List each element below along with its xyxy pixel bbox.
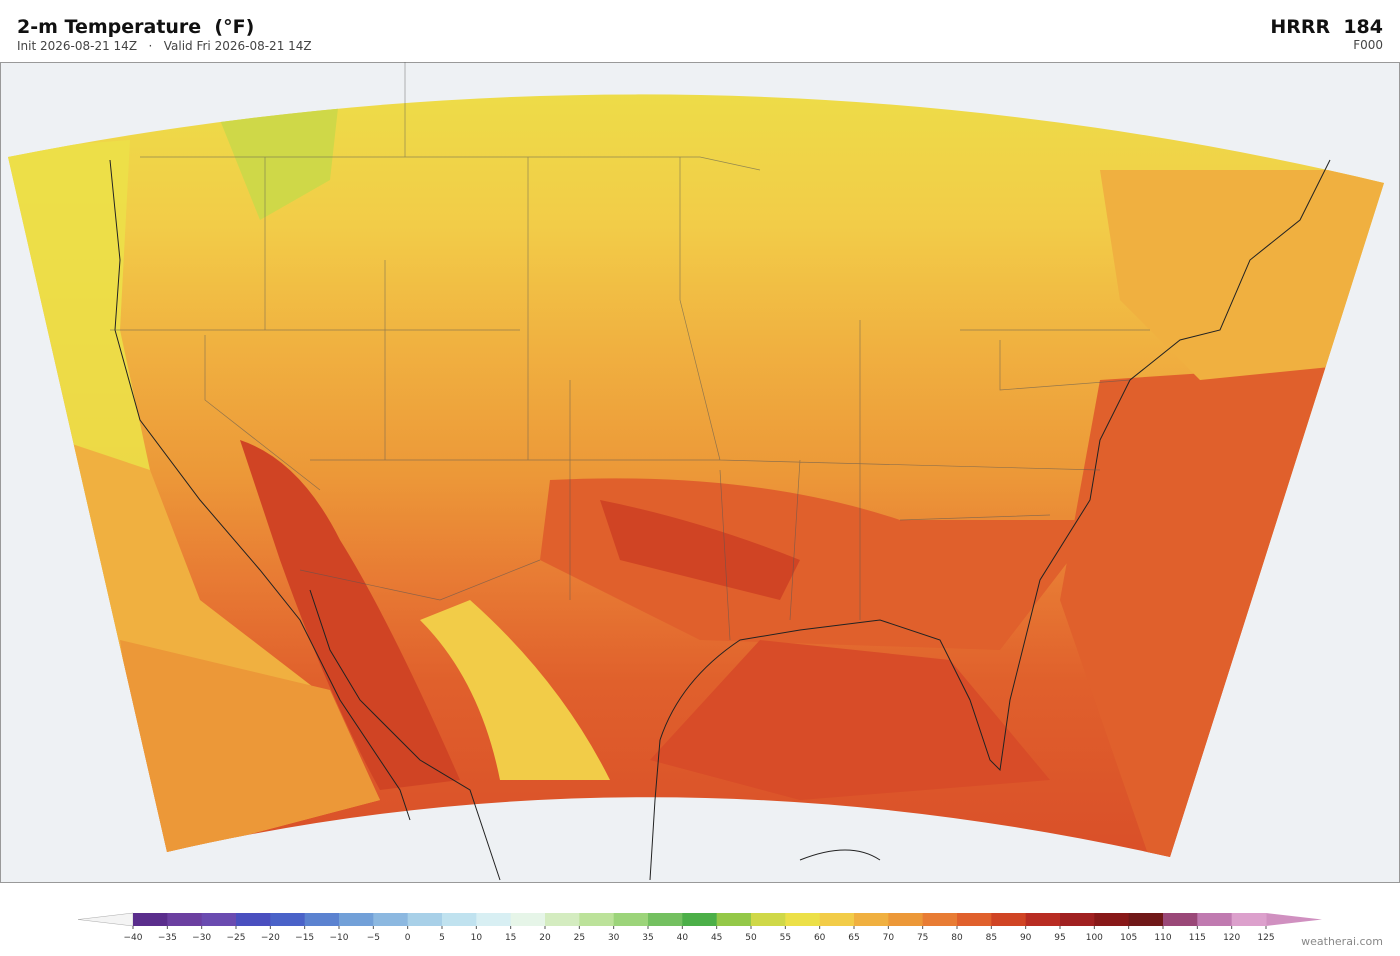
colorbar-tick-label: 0: [405, 933, 411, 943]
colorbar-swatch: [510, 913, 546, 926]
subtitle: Init 2026-08-21 14Z · Valid Fri 2026-08-…: [17, 39, 312, 53]
colorbar-tick-label: 65: [848, 933, 859, 943]
colorbar-swatch: [785, 913, 821, 926]
colorbar-tick-label: −10: [330, 933, 349, 943]
colorbar-tick-label: 85: [986, 933, 997, 943]
temperature-field: [8, 94, 1384, 858]
colorbar-swatch: [201, 913, 237, 926]
colorbar-swatch: [442, 913, 477, 926]
colorbar-swatch: [819, 913, 855, 926]
state-borders: [110, 62, 1150, 641]
colorbar-swatch: [167, 913, 203, 926]
colorbar-tick-label: 40: [677, 933, 689, 943]
colorbar-swatch: [270, 913, 306, 926]
colorbar-tick-label: 10: [471, 933, 483, 943]
colorbar-swatch: [957, 913, 992, 926]
colorbar-tick-label: 35: [642, 933, 653, 943]
colorbar-swatch: [1128, 913, 1164, 926]
colorbar-swatch: [304, 913, 340, 926]
colorbar-swatch: [716, 913, 752, 926]
colorbar-swatch: [133, 913, 168, 926]
colorbar-swatch: [613, 913, 649, 926]
colorbar-swatch: [407, 913, 443, 926]
colorbar-tick-label: −25: [227, 933, 246, 943]
colorbar-tick-label: −35: [158, 933, 177, 943]
colorbar-swatch: [1197, 913, 1233, 926]
colorbar-tick-label: 60: [814, 933, 826, 943]
colorbar-tick-label: 95: [1054, 933, 1065, 943]
colorbar-tick-label: −15: [295, 933, 314, 943]
colorbar-swatch: [751, 913, 786, 926]
colorbar-tick-label: 100: [1086, 933, 1103, 943]
colorbar-swatch: [545, 913, 580, 926]
colorbar-swatch: [991, 913, 1027, 926]
colorbar-tick-label: 50: [745, 933, 757, 943]
colorbar-swatch: [1025, 913, 1061, 926]
colorbar-tick-label: 115: [1189, 933, 1206, 943]
colorbar-swatch: [373, 913, 409, 926]
colorbar-tick-label: 25: [574, 933, 585, 943]
colorbar-tick-label: 105: [1120, 933, 1137, 943]
colorbar-swatch: [648, 913, 683, 926]
colorbar-tick-label: 55: [780, 933, 791, 943]
colorbar-tick-label: 30: [608, 933, 620, 943]
model: HRRR 184: [1270, 16, 1383, 38]
credit: weatherai.com: [1301, 935, 1383, 948]
colorbar-swatch: [1060, 913, 1095, 926]
colorbar-swatch: [1163, 913, 1198, 926]
colorbar-tick-label: −30: [192, 933, 211, 943]
colorbar-tick-label: 70: [883, 933, 895, 943]
colorbar-tick-label: 5: [439, 933, 445, 943]
colorbar-tick-label: −20: [261, 933, 280, 943]
colorbar-swatch: [476, 913, 512, 926]
colorbar-swatch: [854, 913, 889, 926]
colorbar-swatch: [1231, 913, 1267, 926]
colorbar-tick-label: 15: [505, 933, 516, 943]
colorbar-swatch: [922, 913, 958, 926]
colorbar-tick-label: −40: [124, 933, 143, 943]
forecast-hour: F000: [1353, 38, 1383, 52]
colorbar-extend-high: [1266, 913, 1322, 926]
colorbar-tick-label: 75: [917, 933, 928, 943]
colorbar-swatch: [1094, 913, 1130, 926]
title: 2-m Temperature (°F): [17, 16, 255, 38]
colorbar-swatch: [236, 913, 271, 926]
colorbar-tick-label: 45: [711, 933, 722, 943]
colorbar-tick-label: 120: [1223, 933, 1240, 943]
colorbar-tick-label: 110: [1154, 933, 1171, 943]
colorbar-swatch: [339, 913, 374, 926]
colorbar-tick-label: 90: [1020, 933, 1032, 943]
colorbar-extend-low: [77, 912, 134, 927]
colorbar-swatch: [682, 913, 718, 926]
colorbar-swatch: [579, 913, 615, 926]
colorbar-tick-label: 125: [1257, 933, 1274, 943]
colorbar: −40 −35 −30 −25 −20 −15 −10 −5 0 5 10 15 20 25 30 35 40 4…: [77, 912, 1322, 943]
colorbar-tick-label: 80: [951, 933, 963, 943]
colorbar-swatch: [888, 913, 924, 926]
colorbar-tick-label: −5: [367, 933, 380, 943]
colorbar-tick-label: 20: [539, 933, 551, 943]
